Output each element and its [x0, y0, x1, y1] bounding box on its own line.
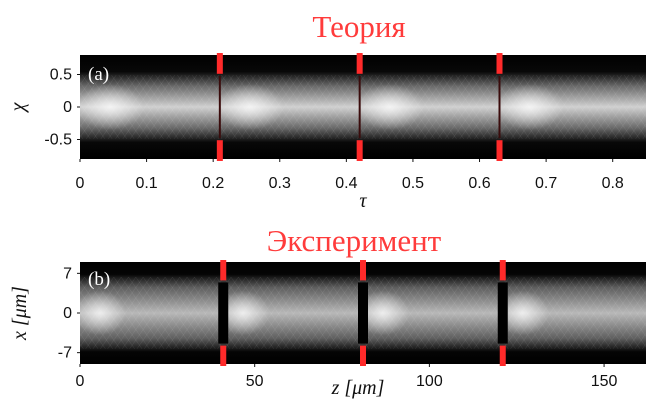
- bottom-panel-title: Эксперимент: [267, 223, 442, 258]
- panel-a-y-ticks: 0.5 0 -0.5: [44, 67, 80, 149]
- x-tick-label: 0.1: [135, 175, 157, 192]
- y-tick-label: -7: [58, 345, 72, 362]
- boundary-marker-top: [216, 53, 223, 74]
- x-tick-label: 0: [76, 373, 85, 390]
- intensity-maximum: [80, 290, 126, 336]
- boundary-marker-bottom: [216, 140, 223, 161]
- panel-b-x-ticks: 0 50 100 150: [76, 364, 618, 390]
- boundary-marker-top: [356, 53, 363, 74]
- boundary-marker-bottom: [220, 345, 227, 366]
- boundary-marker-top: [360, 260, 366, 281]
- intensity-maximum: [496, 290, 549, 336]
- intensity-maximum: [495, 84, 564, 130]
- segment-separator: [218, 75, 221, 139]
- panel-b-heatmap: (b) 0 50 100 150 70-7 z [μm] x [μm]: [9, 260, 646, 399]
- segment-separator: [498, 75, 501, 139]
- boundary-marker-top: [220, 260, 227, 281]
- panel-b-y-axis-label: x [μm]: [9, 286, 31, 341]
- intensity-maximum: [355, 84, 424, 130]
- segment-separator: [497, 282, 508, 344]
- x-tick-label: 0.5: [402, 175, 424, 192]
- x-tick-label: 0.8: [602, 175, 624, 192]
- x-tick-label: 50: [246, 373, 264, 390]
- panel-a-x-axis-label: τ: [359, 190, 367, 212]
- boundary-marker-top: [496, 53, 503, 74]
- panel-a-intensity-maxima: [80, 84, 564, 130]
- x-tick-label: 150: [591, 373, 618, 390]
- boundary-marker-top: [499, 260, 506, 281]
- segment-separator: [358, 75, 361, 139]
- x-tick-label: 0.3: [269, 175, 291, 192]
- panel-a-y-axis-label: χ: [7, 101, 29, 113]
- x-tick-label: 0.6: [468, 175, 490, 192]
- panel-b-x-axis-label: z [μm]: [331, 377, 385, 399]
- panel-b-y-ticks: 7 0 -7: [58, 265, 80, 362]
- intensity-maximum: [217, 290, 270, 336]
- boundary-marker-bottom: [496, 140, 503, 161]
- panel-a-label: (a): [88, 64, 109, 85]
- segment-separator: [218, 282, 229, 344]
- x-tick-label: 0.2: [202, 175, 224, 192]
- y-tick-label: 0.5: [50, 67, 72, 84]
- y-tick-label: 0: [63, 305, 72, 322]
- x-tick-label: 100: [416, 373, 443, 390]
- segment-separator: [358, 282, 368, 344]
- x-tick-label: 0: [76, 175, 85, 192]
- y-tick-label: 0: [63, 99, 72, 116]
- boundary-marker-bottom: [356, 140, 363, 161]
- y-tick-label: 7: [63, 265, 72, 282]
- intensity-maximum: [80, 84, 144, 130]
- panel-a-heatmap: (a) 0 0.1 0.2 0.3 0.4 0.5 0.6 0.7 0.8 0.5 0 -0.5 τ…: [7, 53, 646, 212]
- top-panel-title: Теория: [312, 9, 405, 44]
- y-tick-label: -0.5: [44, 132, 72, 149]
- panel-b-boundary-markers: [218, 260, 508, 366]
- panel-a-boundary-markers: [216, 53, 503, 161]
- panel-b-label: (b): [88, 269, 110, 290]
- boundary-marker-bottom: [499, 345, 506, 366]
- boundary-marker-bottom: [360, 345, 366, 366]
- x-tick-label: 0.4: [335, 175, 357, 192]
- intensity-maximum: [357, 290, 409, 336]
- panel-b-intensity-maxima: [80, 290, 549, 336]
- panel-a-x-ticks: 0 0.1 0.2 0.3 0.4 0.5 0.6 0.7 0.8: [76, 159, 624, 192]
- x-tick-label: 0.7: [535, 175, 557, 192]
- intensity-maximum: [215, 84, 284, 130]
